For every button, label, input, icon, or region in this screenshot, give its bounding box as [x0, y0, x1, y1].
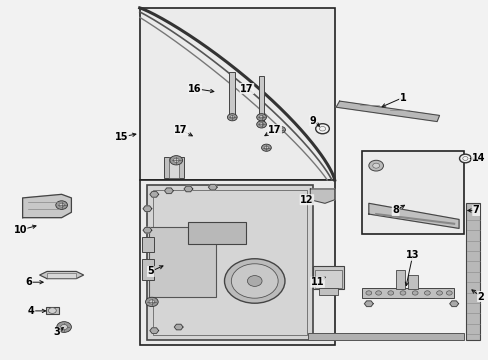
Circle shape [61, 324, 67, 329]
Circle shape [319, 126, 325, 131]
Bar [318, 288, 337, 295]
Text: 4: 4 [28, 306, 35, 316]
Bar [315, 270, 341, 288]
Text: 10: 10 [14, 225, 27, 235]
Polygon shape [449, 301, 458, 306]
Text: 17: 17 [174, 125, 187, 135]
Polygon shape [143, 228, 152, 233]
Circle shape [375, 291, 381, 295]
Circle shape [368, 160, 383, 171]
Circle shape [149, 300, 154, 304]
Circle shape [264, 146, 268, 149]
Circle shape [227, 114, 237, 121]
Text: 6: 6 [25, 277, 32, 287]
Bar [47, 273, 76, 278]
Polygon shape [208, 184, 217, 190]
Circle shape [57, 321, 71, 332]
Circle shape [387, 291, 393, 295]
Circle shape [436, 291, 442, 295]
Circle shape [247, 276, 262, 286]
Bar [168, 157, 178, 178]
Text: 14: 14 [471, 153, 484, 163]
Circle shape [230, 116, 234, 119]
Bar [229, 72, 235, 119]
Bar [361, 288, 453, 298]
Bar [407, 275, 417, 289]
Text: 8: 8 [391, 206, 398, 216]
Text: 16: 16 [187, 84, 201, 94]
Polygon shape [368, 203, 458, 228]
Text: 13: 13 [405, 250, 419, 260]
Circle shape [259, 116, 263, 119]
Circle shape [462, 157, 467, 161]
Bar [45, 307, 59, 315]
Circle shape [56, 201, 67, 210]
Circle shape [59, 203, 64, 207]
Text: 3: 3 [53, 327, 60, 337]
Circle shape [315, 124, 329, 134]
Polygon shape [183, 186, 192, 192]
Text: 17: 17 [267, 125, 281, 135]
Circle shape [231, 264, 278, 298]
Polygon shape [40, 271, 83, 279]
Polygon shape [310, 189, 334, 203]
Bar [163, 157, 183, 178]
Bar [147, 185, 312, 339]
Circle shape [145, 297, 158, 307]
Text: 15: 15 [115, 132, 128, 142]
Circle shape [279, 129, 283, 131]
Text: 11: 11 [310, 277, 324, 287]
Circle shape [424, 291, 429, 295]
Circle shape [48, 308, 56, 314]
Circle shape [173, 158, 179, 162]
Bar [140, 180, 334, 345]
Circle shape [365, 291, 371, 295]
Bar [188, 222, 246, 244]
Bar [142, 237, 154, 252]
Circle shape [256, 121, 266, 128]
Text: 7: 7 [472, 206, 479, 216]
Text: 12: 12 [300, 195, 313, 205]
Polygon shape [150, 192, 158, 197]
Circle shape [446, 291, 451, 295]
Circle shape [259, 123, 263, 126]
Text: 5: 5 [147, 266, 154, 276]
Circle shape [61, 325, 67, 329]
Bar [142, 259, 154, 280]
Circle shape [169, 156, 182, 165]
Polygon shape [164, 188, 173, 194]
Bar [361, 151, 463, 234]
Polygon shape [335, 101, 439, 122]
Text: 1: 1 [399, 93, 406, 103]
Circle shape [372, 163, 379, 168]
Polygon shape [150, 328, 158, 333]
Polygon shape [174, 324, 183, 330]
Text: 2: 2 [477, 292, 484, 302]
Bar [153, 190, 306, 335]
Bar [466, 203, 479, 339]
Polygon shape [22, 194, 71, 218]
Polygon shape [143, 206, 152, 211]
Bar [395, 270, 405, 289]
Bar [259, 76, 264, 126]
Circle shape [276, 127, 285, 133]
Polygon shape [364, 301, 372, 306]
Bar [140, 8, 334, 180]
Text: 9: 9 [309, 116, 316, 126]
Circle shape [261, 144, 271, 151]
Circle shape [224, 259, 285, 303]
Circle shape [256, 114, 266, 121]
Bar [149, 227, 215, 297]
Circle shape [411, 291, 417, 295]
Circle shape [459, 154, 470, 163]
Bar [312, 266, 344, 289]
Bar [307, 333, 463, 339]
Text: 17: 17 [240, 84, 253, 94]
Circle shape [399, 291, 405, 295]
